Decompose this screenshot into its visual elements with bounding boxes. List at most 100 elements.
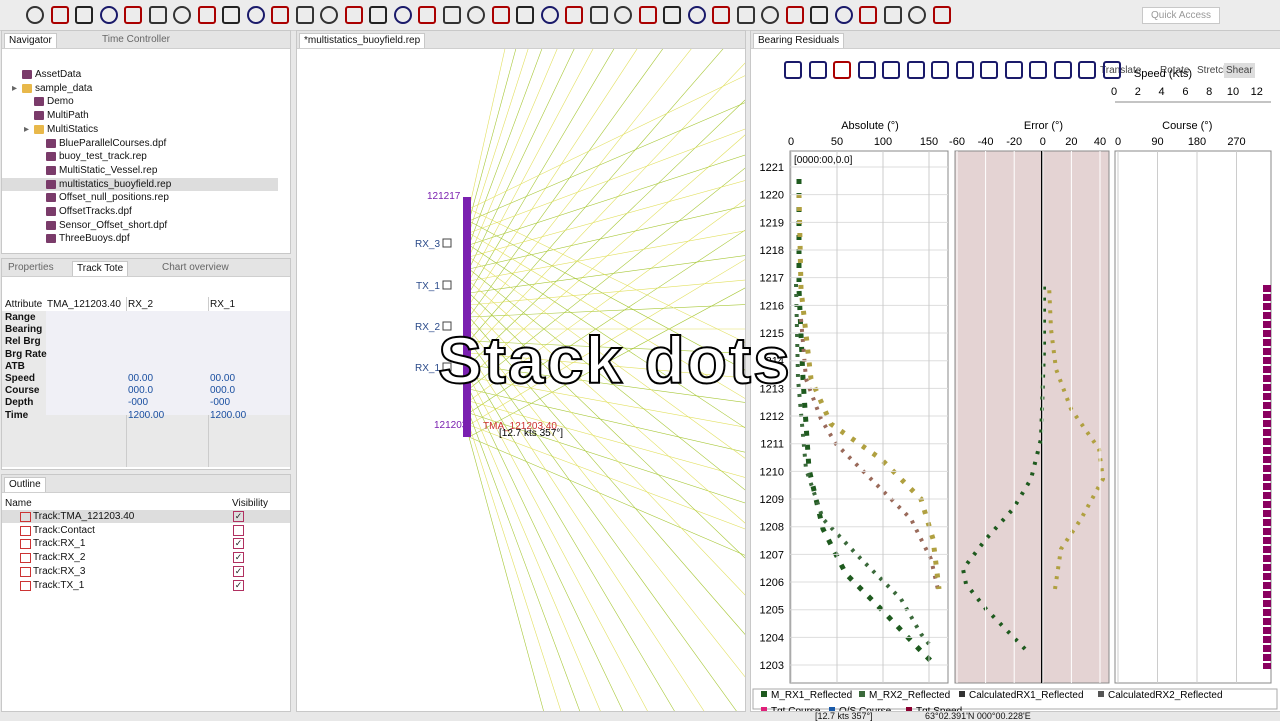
track-name[interactable]: Track:TX_1 <box>33 579 85 591</box>
tree-item[interactable]: multistatics_buoyfield.rep <box>59 178 172 190</box>
toolbar-icon[interactable] <box>785 6 804 24</box>
toolbar-icon[interactable] <box>124 6 142 24</box>
bearing-line <box>468 364 745 403</box>
tab[interactable]: Chart overview <box>162 262 229 273</box>
toolbar-icon[interactable] <box>50 6 69 24</box>
toolbar-icon[interactable] <box>516 6 534 24</box>
toolbar-icon[interactable] <box>148 6 167 24</box>
tab[interactable]: Outline <box>4 477 46 492</box>
mode-button[interactable]: Stretch <box>1197 65 1229 76</box>
toolbar-icon[interactable] <box>369 6 387 24</box>
toolbar-icon[interactable] <box>834 6 853 24</box>
tab[interactable]: Time Controller <box>102 34 170 45</box>
tool-icon[interactable] <box>980 61 998 79</box>
toolbar-icon[interactable] <box>173 6 191 24</box>
tool-icon[interactable] <box>784 61 802 79</box>
toolbar-icon[interactable] <box>418 6 436 24</box>
toolbar-icon[interactable] <box>712 6 730 24</box>
visibility-checkbox[interactable]: ✓ <box>233 565 244 577</box>
toolbar-icon[interactable] <box>344 6 363 24</box>
toolbar-icon[interactable] <box>932 6 951 24</box>
toolbar-icon[interactable] <box>687 6 706 24</box>
toolbar-icon[interactable] <box>883 6 902 24</box>
toolbar-icon[interactable] <box>246 6 265 24</box>
tool-icon[interactable] <box>882 61 900 79</box>
tree-item[interactable]: Demo <box>47 96 74 108</box>
bearing-line <box>468 268 745 491</box>
toolbar-icon[interactable] <box>908 6 926 24</box>
quick-access[interactable]: Quick Access <box>1142 7 1220 24</box>
track-name[interactable]: Track:TMA_121203.40 <box>33 511 135 522</box>
toolbar-icon[interactable] <box>589 6 608 24</box>
mode-button[interactable]: Shear <box>1224 63 1255 78</box>
toolbar-icon[interactable] <box>859 6 877 24</box>
toolbar-icon[interactable] <box>26 6 44 24</box>
track-name[interactable]: Track:RX_1 <box>33 538 86 550</box>
tool-icon[interactable] <box>808 61 827 79</box>
track-name[interactable]: Track:RX_2 <box>33 552 86 564</box>
tree-item[interactable]: MultiStatics <box>47 123 99 135</box>
toolbar-icon[interactable] <box>320 6 338 24</box>
tree-item[interactable]: buoy_test_track.rep <box>59 151 147 163</box>
toolbar-icon[interactable] <box>491 6 510 24</box>
mode-button[interactable]: Translate <box>1100 65 1142 76</box>
toolbar-icon[interactable] <box>393 6 412 24</box>
tree-item[interactable]: Offset_null_positions.rep <box>59 192 169 204</box>
tree-item[interactable]: AssetData <box>35 69 82 80</box>
tool-icon[interactable] <box>955 61 974 79</box>
visibility-checkbox[interactable]: ✓ <box>233 511 244 522</box>
toolbar-icon[interactable] <box>197 6 216 24</box>
toolbar-icon[interactable] <box>638 6 657 24</box>
tab[interactable]: *multistatics_buoyfield.rep <box>299 33 426 48</box>
visibility-checkbox[interactable]: ✓ <box>233 552 244 564</box>
toolbar-icon[interactable] <box>295 6 314 24</box>
visibility-checkbox[interactable]: ✓ <box>233 579 244 591</box>
visibility-checkbox[interactable] <box>233 524 244 536</box>
track-name[interactable]: Track:RX_3 <box>33 565 86 577</box>
tab[interactable]: Bearing Residuals <box>753 33 845 48</box>
toolbar-icon[interactable] <box>442 6 461 24</box>
toolbar-icon[interactable] <box>761 6 779 24</box>
toolbar-icon[interactable] <box>663 6 681 24</box>
toolbar-icon[interactable] <box>810 6 828 24</box>
tool-icon[interactable] <box>906 61 925 79</box>
toolbar-icon[interactable] <box>614 6 632 24</box>
table-cells <box>46 311 290 415</box>
tool-icon[interactable] <box>1029 61 1047 79</box>
tool-icon[interactable] <box>1102 61 1121 79</box>
tool-icon[interactable] <box>1053 61 1072 79</box>
tool-icon[interactable] <box>1004 61 1023 79</box>
tree-item[interactable]: Sensor_Offset_short.dpf <box>59 219 168 231</box>
track-name[interactable]: Track:Contact <box>33 524 95 536</box>
toolbar-icon[interactable] <box>99 6 118 24</box>
tab[interactable]: Properties <box>8 262 54 273</box>
toolbar-icon[interactable] <box>565 6 583 24</box>
tree-item[interactable]: ThreeBuoys.dpf <box>59 233 130 245</box>
tool-icon[interactable] <box>931 61 949 79</box>
bearing-line <box>468 364 675 711</box>
toolbar-icon[interactable] <box>736 6 755 24</box>
toolbar-icon[interactable] <box>467 6 485 24</box>
tree-item[interactable]: MultiPath <box>47 110 89 122</box>
tool-icon[interactable] <box>1078 61 1096 79</box>
toolbar-icon[interactable] <box>540 6 559 24</box>
mode-button[interactable]: Rotate <box>1160 65 1190 76</box>
cell: 00.00 <box>210 373 236 384</box>
tree-item[interactable]: OffsetTracks.dpf <box>59 206 132 217</box>
toolbar-icon[interactable] <box>271 6 289 24</box>
time-tick-label: 1208 <box>760 522 784 534</box>
tab[interactable]: Navigator <box>4 33 57 48</box>
tool-icon[interactable] <box>857 61 876 79</box>
column-header: RX_1 <box>210 299 236 310</box>
expander[interactable]: ▸ <box>12 82 18 94</box>
tab[interactable]: Track Tote <box>72 261 129 276</box>
toolbar-icon[interactable] <box>222 6 240 24</box>
bearing-line <box>468 49 543 246</box>
tree-item[interactable]: MultiStatic_Vessel.rep <box>59 164 158 176</box>
tool-icon[interactable] <box>833 61 851 79</box>
visibility-checkbox[interactable]: ✓ <box>233 538 244 550</box>
tree-item[interactable]: sample_data <box>35 82 93 94</box>
toolbar-icon[interactable] <box>75 6 93 24</box>
expander[interactable]: ▸ <box>24 123 30 135</box>
tree-item[interactable]: BlueParallelCourses.dpf <box>59 137 167 149</box>
